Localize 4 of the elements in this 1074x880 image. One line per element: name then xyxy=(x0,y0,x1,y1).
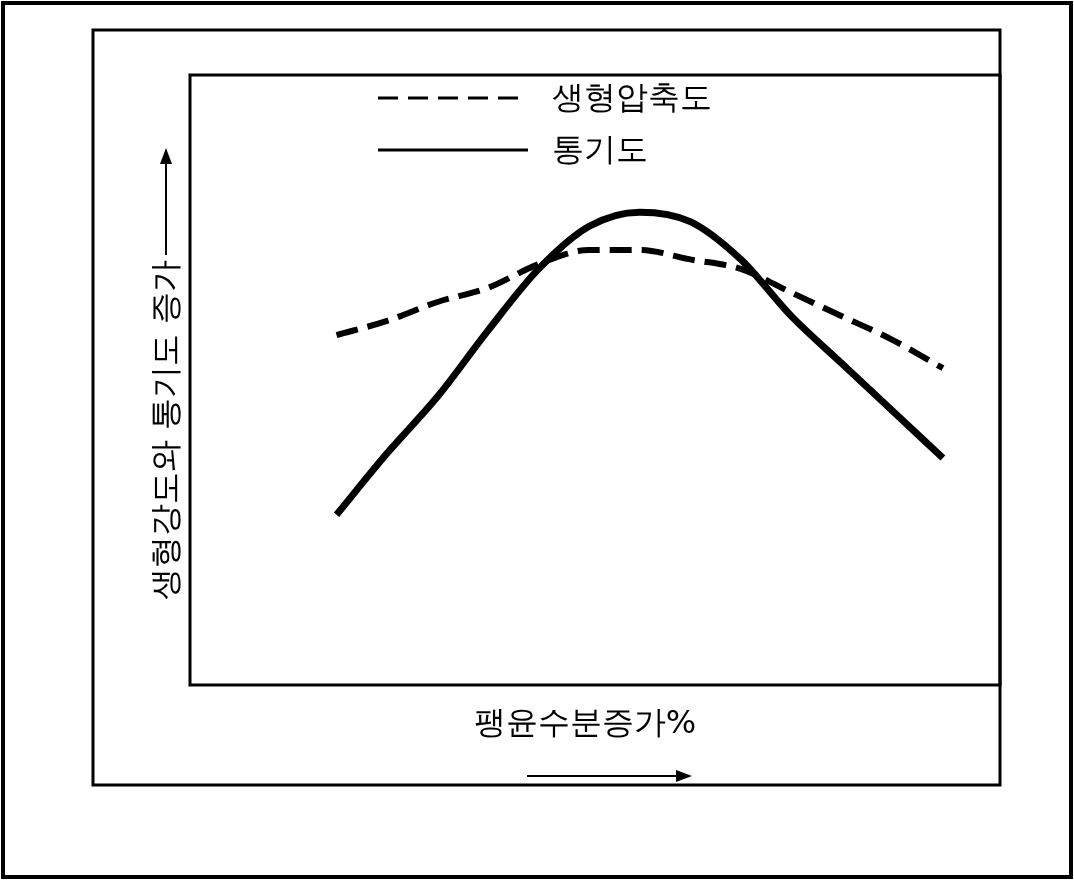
y-axis-title: 생형강도와 통기도 증가 xyxy=(146,259,184,601)
x-axis-title: 팽윤수분증가% xyxy=(473,703,697,741)
legend-label: 생형압축도 xyxy=(552,78,712,116)
legend-label: 통기도 xyxy=(552,130,648,168)
